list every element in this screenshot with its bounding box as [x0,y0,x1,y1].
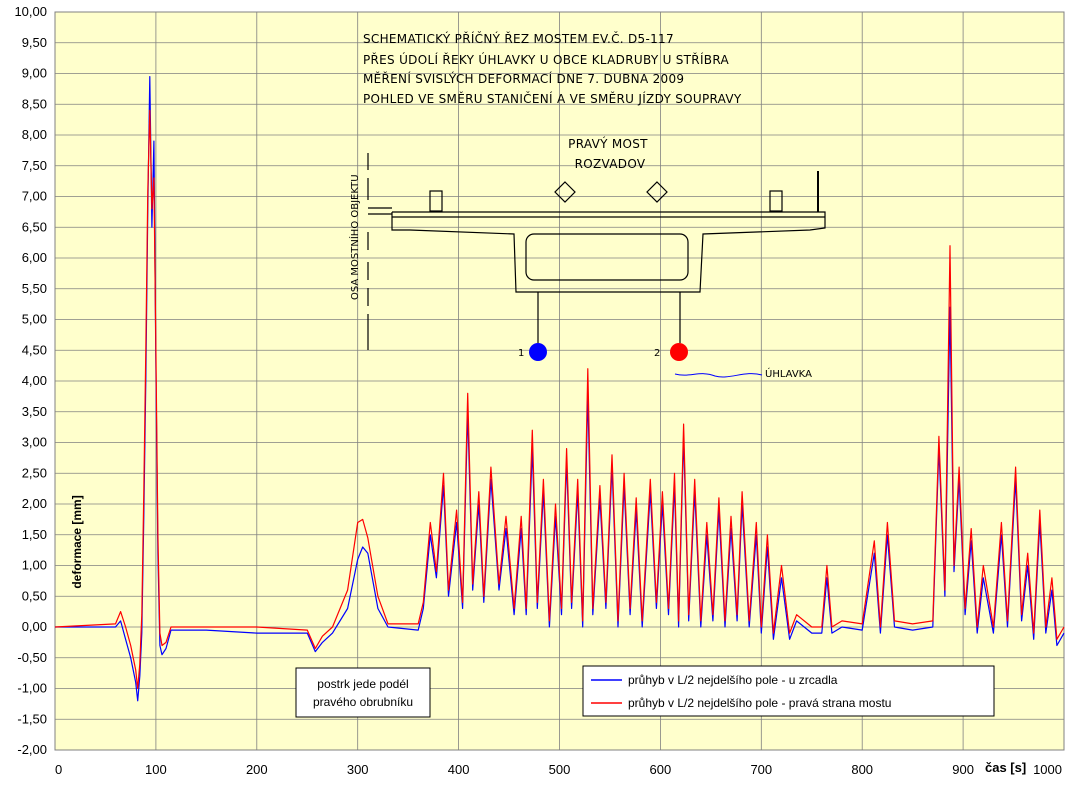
y-tick-label: -0,50 [17,650,47,665]
x-tick-label: 200 [246,762,268,777]
y-tick-label: 6,50 [22,219,47,234]
legend: průhyb v L/2 nejdelšího pole - u zrcadla… [582,665,995,717]
box-girder-cavity [525,233,689,281]
series-line-blue [55,75,1065,702]
title-line-2: PŘES ÚDOLÍ ŘEKY ÚHLAVKY U OBCE KLADRUBY … [363,52,729,67]
x-tick-label: 300 [347,762,369,777]
title-line-4: POHLED VE SMĚRU STANIČENÍ A VE SMĚRU JÍZ… [363,91,742,106]
x-tick-label: 800 [851,762,873,777]
y-tick-label: 2,50 [22,465,47,480]
y-tick-label: -1,00 [17,681,47,696]
railing-right [769,190,783,212]
y-tick-label: 8,00 [22,127,47,142]
y-axis-ticks: -2,00 -1,50 -1,00 -0,50 0,00 0,50 1,00 1,50 2,00… [14,4,47,757]
y-tick-label: 7,00 [22,189,47,204]
title-line-1: SCHEMATICKÝ PŘÍČNÝ ŘEZ MOSTEM EV.Č. D5-1… [363,31,674,46]
y-tick-label: 10,00 [14,4,47,19]
y-tick-label: 2,00 [22,496,47,511]
y-tick-label: 1,00 [22,558,47,573]
y-tick-label: -2,00 [17,742,47,757]
y-tick-label: 5,50 [22,281,47,296]
y-tick-label: 7,50 [22,158,47,173]
x-tick-label: 400 [448,762,470,777]
sensor-2-label: 2 [654,348,660,359]
x-axis-label: čas [s] [985,760,1026,775]
y-tick-label: -1,50 [17,711,47,726]
x-tick-label: 600 [650,762,672,777]
y-tick-label: 9,50 [22,35,47,50]
note-line-2: pravého obrubníku [313,695,413,709]
x-tick-label: 900 [952,762,974,777]
sensor-1-label: 1 [518,348,524,359]
river-label: ÚHLAVKA [765,367,812,380]
deck-outline [391,211,826,293]
note-box-frame [295,667,431,718]
note-line-1: postrk jede podél [317,677,408,691]
track-marker-left [554,181,576,203]
sensor-2-marker [670,343,688,361]
y-tick-label: 1,50 [22,527,47,542]
y-tick-label: 6,00 [22,250,47,265]
sensor-1-marker [529,343,547,361]
title-line-3: MĚŘENÍ SVISLÝCH DEFORMACÍ DNE 7. DUBNA 2… [363,71,684,86]
y-tick-label: 4,00 [22,373,47,388]
y-tick-label: 5,00 [22,312,47,327]
note-box: postrk jede podél pravého obrubníku [295,667,431,718]
x-tick-label: 1000 [1033,762,1062,777]
y-tick-label: 3,00 [22,435,47,450]
x-tick-label: 0 [55,762,62,777]
series-line-red [54,109,1065,690]
x-axis-ticks: 0 100 200 300 400 500 600 700 800 900 1000 [55,762,1062,777]
legend-label-blue: průhyb v L/2 nejdelšího pole - u zrcadla [628,673,838,687]
y-tick-label: 8,50 [22,96,47,111]
x-tick-label: 700 [750,762,772,777]
legend-frame [582,665,995,717]
track-marker-right [646,181,668,203]
bridge-axis-label: OSA MOSTNÍHO OBJEKTU [348,174,361,300]
x-tick-label: 500 [549,762,571,777]
railing-left [429,190,443,212]
river-line [674,373,763,378]
y-tick-label: 4,50 [22,342,47,357]
series-lines [54,75,1065,702]
y-axis-label: deformace [mm] [70,495,84,588]
y-tick-label: 0,50 [22,588,47,603]
bridge-label-2: ROZVADOV [575,157,646,171]
y-tick-label: 9,00 [22,66,47,81]
x-tick-label: 100 [145,762,167,777]
legend-label-red: průhyb v L/2 nejdelšího pole - pravá str… [628,696,891,710]
bridge-label-1: PRAVÝ MOST [568,136,648,151]
y-tick-label: 3,50 [22,404,47,419]
bridge-cross-section: PRAVÝ MOST ROZVADOV [367,136,826,350]
schematic-title: SCHEMATICKÝ PŘÍČNÝ ŘEZ MOSTEM EV.Č. D5-1… [363,31,742,106]
y-tick-label: 0,00 [22,619,47,634]
